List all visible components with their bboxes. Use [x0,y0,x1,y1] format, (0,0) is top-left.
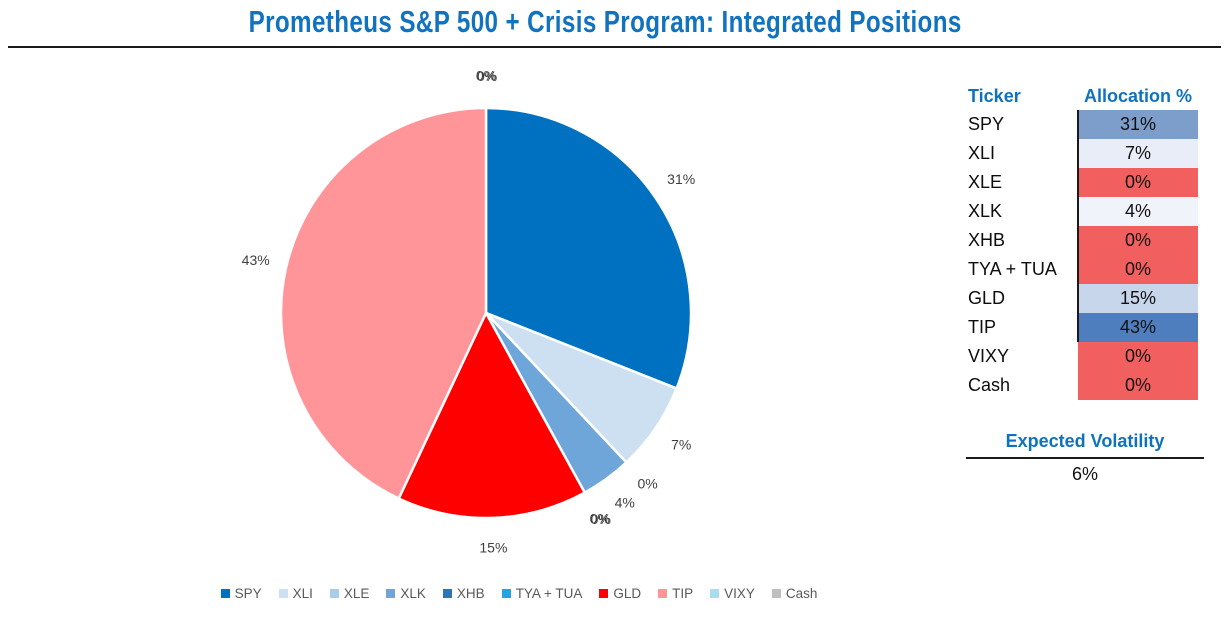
legend-label: TIP [672,585,694,601]
pie-slice-SPY [484,106,693,390]
table-row: SPY 31% [966,110,1206,139]
legend-item-TIP: TIP [658,586,693,601]
ticker-cell: GLD [968,288,1006,308]
allocation-cell: 7% [1078,139,1198,168]
legend-item-XLK: XLK [386,586,426,601]
legend-marker-icon [386,588,396,598]
table-row: XLE 0% [966,168,1206,197]
legend-label: XLK [400,585,426,601]
pie-label-SPY: 31% [667,171,695,187]
allocation-table-header: Ticker Allocation % [966,84,1206,110]
legend-label: VIXY [724,585,755,601]
legend-label: SPY [234,585,262,601]
allocation-cell: 0% [1078,226,1198,255]
pie-chart: 31%7%0%4%0%0%15%43%0%0% [242,68,696,556]
ticker-cell: XLI [968,143,996,163]
table-row: TYA + TUA 0% [966,255,1206,284]
allocation-table: Ticker Allocation % SPY 31% XLI 7% XLE 0… [966,84,1206,400]
pie-label-TYA+TUA: 0% [591,511,611,527]
header-allocation: Allocation % [1083,86,1192,106]
legend-marker-icon [658,588,668,598]
legend-label: Cash [785,585,818,601]
legend-marker-icon [599,588,609,598]
legend-item-VIXY: VIXY [710,586,755,601]
allocation-cell: 4% [1078,197,1198,226]
expected-volatility-value: 6% [1071,464,1098,484]
legend-marker-icon [278,588,288,598]
legend-label: TYA + TUA [515,585,583,601]
ticker-cell: TIP [968,317,997,337]
allocation-cell: 0% [1078,168,1198,197]
legend-label: XLI [292,585,313,601]
ticker-cell: VIXY [968,346,1010,366]
allocation-cell: 43% [1078,313,1198,342]
ticker-cell: XLE [968,172,1003,192]
legend-marker-icon [501,588,511,598]
allocation-cell: 0% [1078,371,1198,400]
pie-label-XLK: 4% [615,495,635,511]
legend-marker-icon [442,588,452,598]
allocation-cell: 0% [1078,342,1198,371]
page-title-wrap: Prometheus S&P 500 + Crisis Program: Int… [0,4,1210,40]
pie-label-GLD: 15% [479,540,507,556]
pie-label-XLI: 7% [671,436,691,452]
legend-marker-icon [710,588,720,598]
table-row: XHB 0% [966,226,1206,255]
legend-label: XHB [456,585,485,601]
pie-label-TIP: 43% [242,252,270,268]
pie-label-XLE: 0% [637,476,657,492]
ticker-cell: Cash [968,375,1011,395]
page-title: Prometheus S&P 500 + Crisis Program: Int… [248,4,962,39]
legend-label: GLD [613,585,642,601]
pie-legend: SPY XLI XLE XLK XHB TYA + TUA GLD TIP VIXY Cash [119,582,919,604]
legend-item-SPY: SPY [220,585,262,601]
pie-label-XHB: 0% [590,511,610,527]
ticker-cell: SPY [968,114,1005,134]
legend-item-GLD: GLD [599,586,641,601]
pie-label-VIXY: 0% [476,68,496,84]
table-row: GLD 15% [966,284,1206,313]
allocation-cell: 0% [1078,255,1198,284]
expected-volatility-block: Expected Volatility 6% [966,431,1204,485]
legend-item-XLE: XLE [329,585,370,601]
table-row: XLI 7% [966,139,1206,168]
allocation-cell: 15% [1078,284,1198,313]
table-row: TIP 43% [966,313,1206,342]
table-row: VIXY 0% [966,342,1206,371]
ticker-cell: TYA + TUA [968,259,1057,279]
table-row: XLK 4% [966,197,1206,226]
table-rows: SPY 31% XLI 7% XLE 0% XLK 4% XHB 0% TYA … [966,110,1206,400]
table-row: Cash 0% [966,371,1206,400]
pie-slice-TIP [279,106,488,500]
legend-marker-icon [771,588,781,598]
legend-marker-icon [329,588,339,598]
ticker-cell: XLK [968,201,1003,221]
expected-volatility-label: Expected Volatility [966,431,1204,459]
pie-label-Cash: 0% [477,68,497,84]
legend-item-Cash: Cash [771,585,818,601]
pie-slice-GLD [397,311,587,520]
header-ticker: Ticker [968,86,1021,106]
legend-label: XLE [343,585,370,601]
table-column-divider [1077,110,1079,342]
allocation-cell: 31% [1078,110,1198,139]
legend-item-XLI: XLI [278,585,313,601]
legend-marker-icon [220,588,230,598]
legend-item-XHB: XHB [442,585,485,601]
ticker-cell: XHB [968,230,1006,250]
legend-item-TYA+TUA: TYA + TUA [501,585,583,601]
title-divider [8,46,1221,48]
